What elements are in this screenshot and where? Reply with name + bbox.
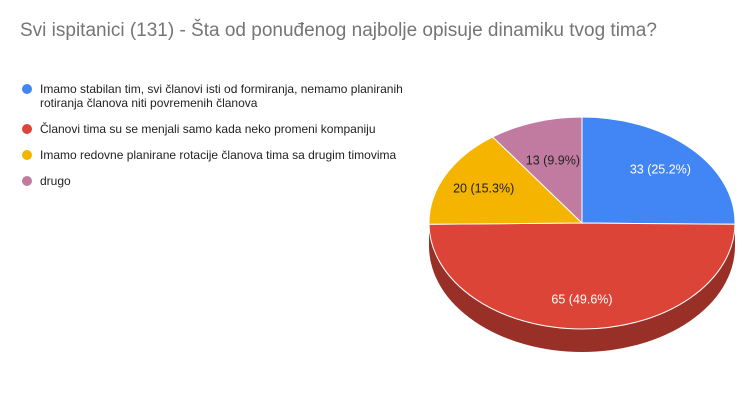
chart-title: Svi ispitanici (131) - Šta od ponuđenog …: [20, 20, 657, 41]
legend-item-planned-rotations[interactable]: Imamo redovne planirane rotacije članova…: [22, 148, 417, 162]
legend-swatch-red: [22, 124, 32, 134]
legend-label: Članovi tima su se menjali samo kada nek…: [40, 122, 376, 136]
legend-label: drugo: [40, 174, 71, 188]
legend-label: Imamo stabilan tim, svi članovi isti od …: [40, 82, 403, 110]
pie-label-1: 65 (49.6%): [551, 292, 612, 306]
pie-label-2: 20 (15.3%): [453, 182, 514, 196]
pie-slice-2[interactable]: [428, 136, 584, 225]
legend-item-members-changed[interactable]: Članovi tima su se menjali samo kada nek…: [22, 122, 417, 136]
legend-swatch-purple: [22, 176, 32, 186]
legend-label: Imamo redovne planirane rotacije članova…: [40, 148, 397, 162]
legend-item-stable-team[interactable]: Imamo stabilan tim, svi članovi isti od …: [22, 82, 417, 110]
pie-label-3: 13 (9.9%): [526, 153, 580, 167]
pie-slice-1[interactable]: [428, 222, 736, 330]
legend-swatch-blue: [22, 84, 32, 94]
legend-swatch-yellow: [22, 150, 32, 160]
pie-slice-3[interactable]: [491, 116, 583, 225]
pie-slice-0[interactable]: [581, 116, 736, 225]
pie-side-1: [429, 224, 735, 353]
pie-label-0: 33 (25.2%): [630, 162, 691, 176]
chart-legend: Imamo stabilan tim, svi članovi isti od …: [22, 82, 417, 188]
legend-item-other[interactable]: drugo: [22, 174, 417, 188]
